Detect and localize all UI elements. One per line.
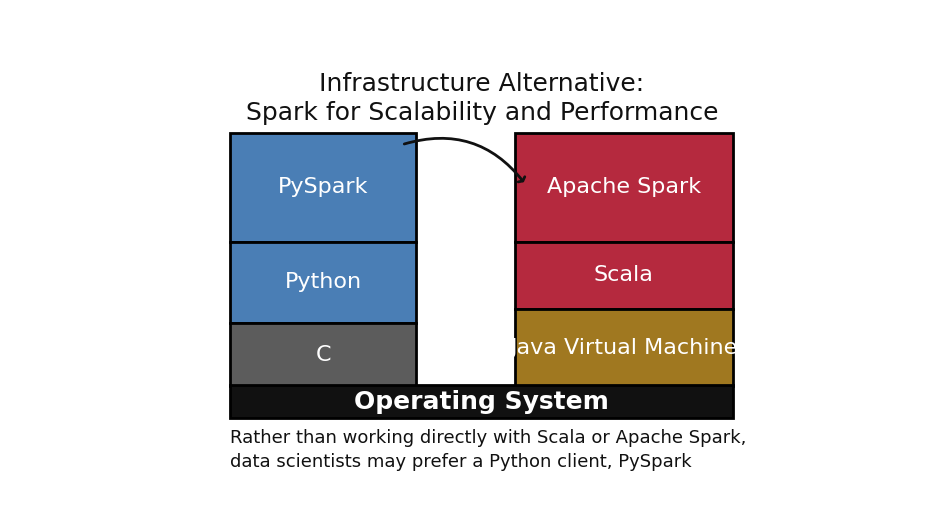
Bar: [514, 309, 733, 386]
Text: PySpark: PySpark: [278, 177, 368, 197]
Bar: [230, 242, 416, 323]
Text: Rather than working directly with Scala or Apache Spark,
data scientists may pre: Rather than working directly with Scala …: [230, 429, 746, 470]
Bar: [514, 133, 733, 242]
Bar: [230, 323, 416, 386]
Text: Python: Python: [285, 272, 362, 292]
Text: Apache Spark: Apache Spark: [547, 177, 701, 197]
Bar: [514, 242, 733, 309]
Bar: [230, 133, 416, 242]
Text: Infrastructure Alternative:
Spark for Scalability and Performance: Infrastructure Alternative: Spark for Sc…: [245, 71, 718, 125]
Bar: [230, 386, 733, 418]
Text: Java Virtual Machine: Java Virtual Machine: [510, 338, 738, 358]
Text: Operating System: Operating System: [354, 390, 609, 414]
Text: C: C: [316, 344, 331, 364]
Text: Scala: Scala: [594, 265, 653, 285]
